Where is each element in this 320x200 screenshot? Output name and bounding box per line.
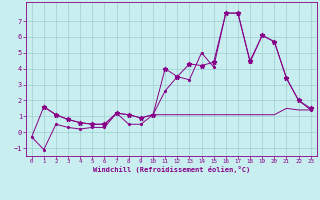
X-axis label: Windchill (Refroidissement éolien,°C): Windchill (Refroidissement éolien,°C) xyxy=(92,166,250,173)
